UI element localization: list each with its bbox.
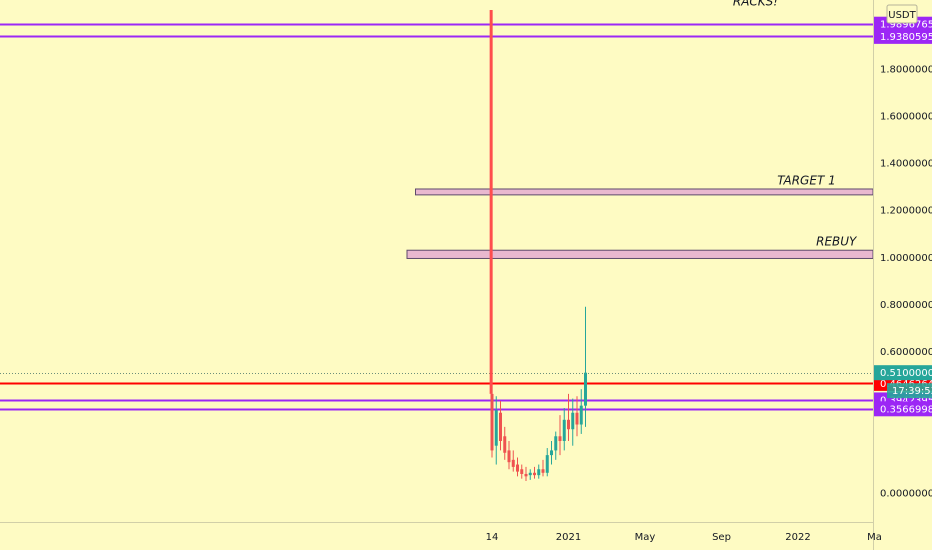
zone-target-1 <box>415 188 874 196</box>
candles-layer <box>490 306 587 482</box>
candle-body <box>524 473 528 477</box>
annotation-target-1: TARGET 1 <box>777 173 835 187</box>
y-tick-label: 1.40000000 <box>880 159 932 170</box>
candle-body <box>507 450 511 463</box>
candle-body <box>584 372 587 406</box>
candle-body <box>499 412 502 441</box>
price-tag-bg <box>874 28 932 44</box>
x-tick-label: Sep <box>712 532 731 543</box>
price-axis-background <box>873 0 932 550</box>
candle-body <box>558 436 562 441</box>
countdown-tag: 17:39:53 <box>887 383 932 399</box>
annotation-racks: RACKS! <box>733 0 778 8</box>
x-tick-label: 14 <box>486 532 499 543</box>
currency-badge-label: USDT <box>888 10 916 21</box>
candle-body <box>537 469 541 476</box>
candle-body <box>520 469 524 474</box>
currency-badge[interactable]: USDT <box>886 4 918 24</box>
candle-body <box>533 472 536 476</box>
price-tag-bg <box>874 401 932 417</box>
candle-body <box>528 472 532 476</box>
x-tick-label: 2022 <box>785 532 810 543</box>
candle-body <box>550 450 553 456</box>
candle-body <box>575 412 579 425</box>
price-tag: 0.35669981 <box>874 401 932 417</box>
candle-body <box>554 436 558 451</box>
countdown-label: 17:39:53 <box>892 386 932 397</box>
annotations-layer: RACKS! TARGET 1 REBUY <box>733 0 858 249</box>
x-tick-label: May <box>635 532 656 543</box>
candle-body <box>579 405 583 425</box>
price-tag-label: 0.35669981 <box>880 404 932 415</box>
candle-body <box>516 464 519 472</box>
price-tag-label: 0.39423951 <box>880 395 932 406</box>
currency-badge-box <box>886 4 918 24</box>
zone-rebuy <box>406 249 874 259</box>
x-tick-label: 2021 <box>556 532 581 543</box>
candle-body <box>545 455 549 473</box>
horizontal-lines-layer <box>0 23 873 411</box>
zones-layer <box>406 188 874 259</box>
candle-body <box>562 419 566 441</box>
candle-body <box>490 393 494 451</box>
price-tags-layer: 1.989676581.938059500.464626440.39423951… <box>874 4 932 417</box>
candle-body <box>503 436 507 453</box>
countdown-bg <box>887 383 932 399</box>
y-tick-label: 1.20000000 <box>880 206 932 217</box>
candle-body <box>494 410 498 446</box>
candle-body <box>571 412 575 430</box>
candle-body <box>541 469 545 473</box>
last-price-tag: 0.51000000 <box>874 365 932 381</box>
annotation-rebuy: REBUY <box>816 235 858 249</box>
price-tag-label: 1.98967658 <box>880 20 932 31</box>
time-axis[interactable]: 14 2021 May Sep 2022 Ma <box>0 522 882 544</box>
x-tick-label: Ma <box>867 532 882 543</box>
last-price-tag-label: 0.51000000 <box>880 368 932 379</box>
candle-body <box>511 459 515 467</box>
candle-body <box>567 419 570 430</box>
price-axis[interactable]: 2.000000001.800000001.600000001.40000000… <box>873 0 932 550</box>
last-price-tag-bg <box>874 365 932 381</box>
